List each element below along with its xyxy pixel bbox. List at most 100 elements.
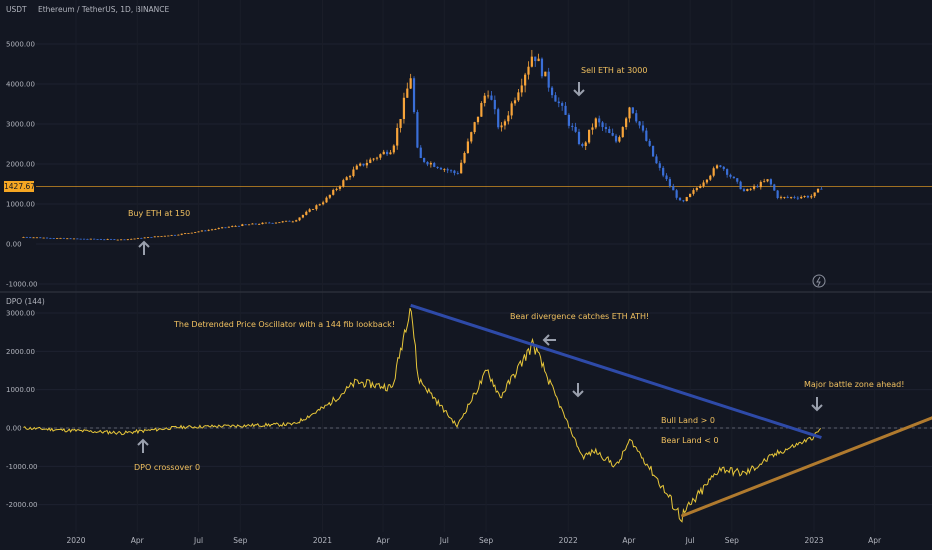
candle-body: [204, 230, 207, 232]
candle-body: [614, 135, 618, 142]
candle-body: [793, 197, 796, 198]
candle-body: [732, 176, 735, 179]
candle-body: [503, 121, 507, 126]
candle-body: [385, 151, 389, 155]
candle-body: [140, 238, 143, 239]
candle-body: [355, 165, 358, 170]
annotation-bull-land: Bull Land > 0: [661, 416, 715, 425]
candle-body: [803, 196, 806, 197]
dpo-series-line: [23, 308, 822, 523]
lightning-icon[interactable]: [812, 274, 826, 288]
candle-body: [806, 196, 810, 198]
candle-body: [601, 122, 604, 128]
candle-body: [463, 153, 466, 163]
dpo-tick-label: -2000.00: [6, 501, 37, 509]
candle-body: [120, 239, 123, 241]
candle-body: [668, 179, 672, 187]
candle-body: [399, 118, 402, 128]
candle-body: [675, 190, 678, 198]
price-tick-label: 2000.00: [6, 161, 35, 169]
arrow-down-icon: [811, 397, 823, 412]
candle-body: [160, 236, 163, 237]
candle-body: [76, 238, 79, 240]
candle-body: [231, 226, 234, 227]
candle-body: [581, 143, 584, 147]
dpo-title: DPO (144): [6, 297, 45, 306]
candle-body: [291, 221, 294, 223]
time-tick-label: 2021: [313, 536, 332, 545]
time-tick-label: Sep: [725, 536, 739, 545]
candle-body: [715, 165, 719, 169]
candle-body: [157, 236, 160, 238]
candle-body: [773, 184, 776, 191]
candle-body: [779, 197, 783, 198]
candle-body: [244, 224, 247, 226]
bull-trendline: [680, 416, 932, 518]
candle-body: [655, 156, 658, 164]
candle-body: [136, 238, 140, 239]
arrow-left-icon: [542, 334, 556, 346]
candle-body: [466, 141, 469, 154]
candle-body: [99, 239, 103, 240]
candle-body: [133, 238, 136, 240]
candle-body: [719, 165, 722, 167]
candle-body: [416, 112, 419, 148]
candle-body: [234, 225, 237, 227]
candle-body: [460, 162, 463, 174]
price-axis: 5000.00 4000.00 3000.00 2000.00 1000.00 0.00 -…: [6, 41, 37, 289]
annotation-bear-divergence: Bear divergence catches ETH ATH!: [510, 312, 649, 321]
candle-body: [365, 162, 368, 166]
annotation-buy: Buy ETH at 150: [128, 209, 190, 218]
candle-body: [816, 188, 820, 193]
candle-body: [328, 194, 331, 198]
candle-body: [389, 152, 392, 155]
candle-body: [406, 88, 409, 98]
candle-body: [550, 87, 554, 96]
candle-body: [800, 196, 803, 199]
candle-body: [567, 114, 570, 126]
arrow-up-icon: [138, 240, 150, 255]
candle-body: [544, 71, 547, 77]
candle-body: [598, 118, 601, 123]
candle-body: [254, 223, 257, 225]
candle-body: [167, 235, 170, 237]
candle-body: [678, 197, 682, 201]
candle-body: [621, 127, 624, 138]
candle-body: [611, 133, 614, 136]
candle-body: [362, 163, 365, 166]
candle-body: [470, 132, 473, 142]
candle-body: [130, 238, 133, 240]
annotation-battle-zone: Major battle zone ahead!: [804, 380, 904, 389]
price-tick-label: 1000.00: [6, 201, 35, 209]
candle-body: [540, 58, 544, 77]
candle-body: [517, 92, 520, 101]
candle-body: [271, 222, 274, 224]
candle-body: [752, 186, 756, 189]
candle-body: [224, 227, 227, 229]
candle-body: [520, 85, 523, 93]
candle-body: [651, 145, 655, 157]
candle-body: [109, 239, 113, 240]
candle-body: [739, 181, 742, 190]
candle-body: [513, 100, 517, 104]
candle-body: [500, 125, 503, 128]
candle-body: [173, 234, 177, 236]
candle-body: [396, 127, 399, 146]
candle-body: [534, 56, 537, 62]
candle-body: [547, 71, 550, 88]
candle-body: [796, 197, 799, 199]
candle-body: [308, 209, 311, 212]
time-tick-label: Sep: [233, 536, 247, 545]
candle-body: [72, 238, 76, 240]
candle-body: [295, 220, 298, 222]
candle-body: [662, 167, 665, 176]
candle-body: [486, 95, 490, 97]
candle-body: [35, 237, 39, 239]
candle-body: [584, 142, 587, 147]
candle-body: [375, 157, 379, 159]
candle-body: [301, 214, 305, 218]
candle-body: [638, 121, 641, 126]
dpo-tick-label: 1000.00: [6, 386, 35, 394]
price-tick-label: 3000.00: [6, 121, 35, 129]
dpo-tick-label: 3000.00: [6, 310, 35, 318]
